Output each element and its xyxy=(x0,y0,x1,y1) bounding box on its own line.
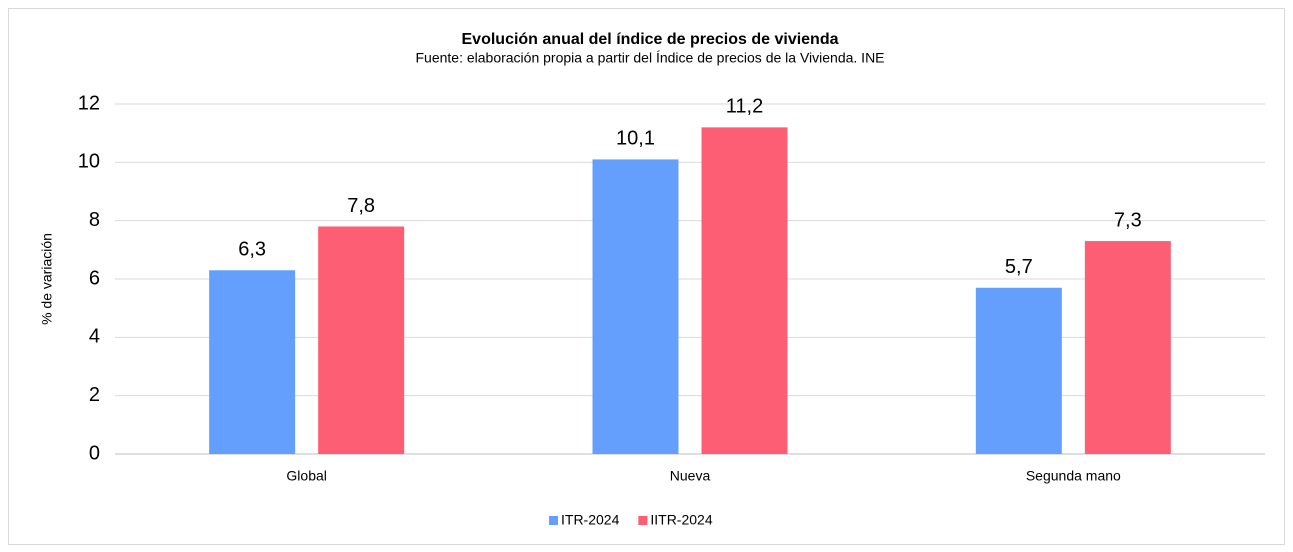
chart-subtitle: Fuente: elaboración propia a partir del … xyxy=(415,50,884,66)
bar xyxy=(209,270,296,454)
y-tick-label: 6 xyxy=(89,267,100,289)
bar xyxy=(318,226,405,454)
data-label: 6,3 xyxy=(238,239,266,261)
x-tick-label: Segunda mano xyxy=(1026,468,1121,484)
data-label: 5,7 xyxy=(1005,256,1033,278)
y-axis-label: % de variación xyxy=(39,233,55,325)
y-tick-label: 12 xyxy=(78,92,100,114)
data-label: 7,8 xyxy=(347,195,375,217)
data-label: 11,2 xyxy=(726,96,763,118)
bar xyxy=(975,287,1062,454)
y-tick-label: 10 xyxy=(78,151,100,173)
y-tick-label: 8 xyxy=(89,209,100,231)
bar xyxy=(1084,241,1171,454)
legend-swatch xyxy=(638,516,648,525)
legend-label: ITR-2024 xyxy=(561,512,620,528)
x-tick-label: Nueva xyxy=(670,468,711,484)
legend-label: IITR-2024 xyxy=(650,512,712,528)
y-tick-label: 0 xyxy=(89,442,100,464)
bar xyxy=(701,127,788,454)
legend-swatch xyxy=(549,516,558,525)
data-label: 10,1 xyxy=(616,128,655,150)
y-tick-label: 4 xyxy=(89,326,100,348)
bar xyxy=(592,159,679,454)
y-tick-label: 2 xyxy=(89,384,100,406)
data-label: 7,3 xyxy=(1114,209,1142,231)
x-tick-label: Global xyxy=(286,468,326,484)
chart-title: Evolución anual del índice de precios de… xyxy=(462,31,839,48)
